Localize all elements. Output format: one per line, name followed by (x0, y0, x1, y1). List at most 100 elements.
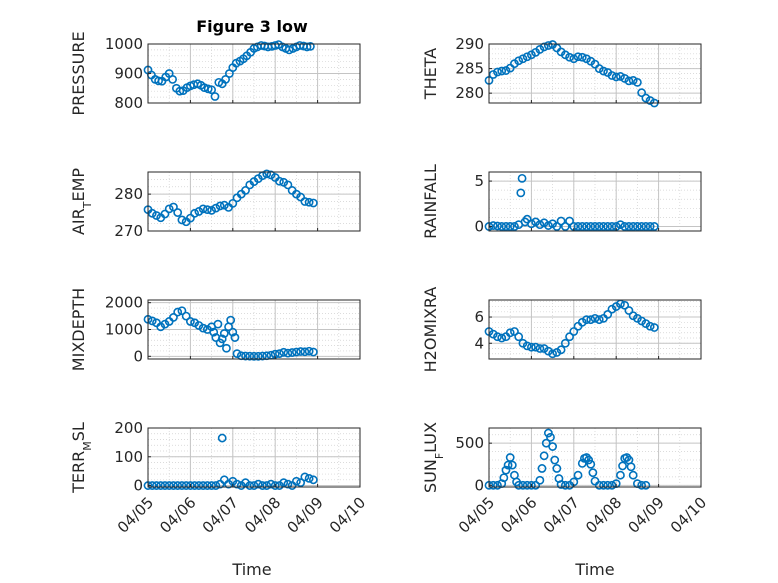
data-point (517, 173, 527, 183)
x-tick-label: 04/07 (540, 493, 583, 536)
data-point (537, 464, 547, 473)
data-point (624, 306, 634, 315)
x-tick-label: 04/08 (582, 493, 625, 536)
x-tick-label: 04/10 (667, 493, 710, 536)
data-point (253, 479, 263, 489)
data-point (296, 478, 306, 488)
y-tick-label: 1000 (105, 321, 143, 339)
data-point (181, 311, 191, 321)
axes-box (488, 427, 702, 488)
data-point (152, 211, 161, 220)
data-point (611, 72, 621, 82)
data-point (190, 481, 200, 490)
data-point (241, 351, 250, 361)
data-point (283, 348, 293, 358)
data-point (543, 221, 553, 230)
data-point (573, 52, 583, 62)
data-point (156, 481, 166, 490)
y-tick-label: 800 (114, 94, 143, 112)
y-axis-label-subscript: M (81, 441, 94, 451)
data-point (607, 71, 617, 80)
data-point (185, 213, 195, 223)
data-point (302, 42, 312, 52)
data-point (507, 460, 517, 470)
y-axis-label: RAINFALL (421, 164, 440, 239)
data-point (590, 222, 600, 231)
y-tick-label: 200 (114, 419, 143, 437)
data-point (616, 220, 625, 230)
data-point (228, 327, 238, 337)
data-point (152, 481, 161, 490)
data-point (177, 306, 187, 316)
data-point (522, 341, 532, 351)
data-point (493, 480, 502, 490)
data-point (221, 75, 230, 84)
data-point (219, 329, 229, 338)
data-point (300, 197, 310, 206)
y-tick-label: 0 (133, 347, 143, 365)
data-point (624, 222, 634, 231)
data-point (245, 481, 255, 490)
data-point (304, 197, 314, 207)
data-point (518, 480, 528, 490)
data-point (586, 459, 596, 469)
y-axis-label-part: THETA (421, 48, 440, 100)
data-point (594, 315, 604, 325)
y-axis-label: AIRTEMP (69, 168, 94, 235)
data-point (624, 76, 634, 86)
data-point (245, 351, 255, 361)
x-tick-label: 04/06 (156, 493, 199, 536)
panel-h2omixra: 4 6 H2OMIXRA (421, 287, 702, 373)
y-tick-label: 900 (114, 65, 143, 83)
data-point (628, 222, 638, 231)
y-axis-label: H2OMIXRA (421, 287, 440, 373)
data-point (599, 222, 608, 231)
y-axis-label: PRESSURE (69, 31, 88, 115)
axes-box (488, 171, 702, 232)
data-point (556, 345, 566, 355)
data-point (516, 188, 526, 198)
plot-area (148, 428, 360, 487)
data-point (510, 327, 519, 336)
y-tick-label: 6 (474, 308, 484, 326)
axes-box (147, 171, 361, 232)
data-point (164, 481, 174, 490)
y-axis-label-part: MIXDEPTH (69, 288, 88, 371)
data-point (618, 461, 627, 471)
x-tick-label: 04/05 (114, 493, 157, 536)
data-point (586, 222, 596, 231)
data-point (169, 313, 178, 322)
data-point (535, 475, 545, 485)
y-axis-label-part: SUN (421, 459, 440, 493)
y-axis-label-part: LUX (421, 422, 440, 453)
data-point (633, 77, 642, 87)
data-point (213, 319, 223, 329)
data-point (539, 42, 549, 52)
data-point (503, 460, 513, 470)
x-axis-label-right: Time (574, 560, 614, 579)
data-point (565, 332, 574, 342)
data-point (649, 323, 659, 332)
data-point (215, 201, 225, 211)
data-point (531, 342, 541, 352)
data-point (588, 468, 598, 478)
data-point (573, 222, 583, 231)
y-tick-label: 0 (474, 476, 484, 494)
data-point (616, 470, 625, 480)
data-point (548, 349, 557, 359)
data-point (633, 222, 642, 231)
data-point (249, 481, 259, 490)
y-axis-label-part: AIR (69, 208, 88, 235)
data-point (202, 205, 212, 215)
panel-sun-flux: 0 500 04/05 04/06 04/07 04/08 04/09 04/10 SUNFLU… (421, 422, 710, 537)
data-point (577, 52, 587, 62)
panel-air-temp: 270 280 AIRTEMP (69, 168, 361, 240)
plot-area (489, 300, 701, 359)
data-point (599, 66, 608, 76)
y-axis-label-part: H2OMIXRA (421, 287, 440, 373)
y-axis-label: SUNFLUX (421, 422, 446, 493)
data-point (586, 315, 596, 325)
y-tick-label: 0 (133, 477, 143, 495)
